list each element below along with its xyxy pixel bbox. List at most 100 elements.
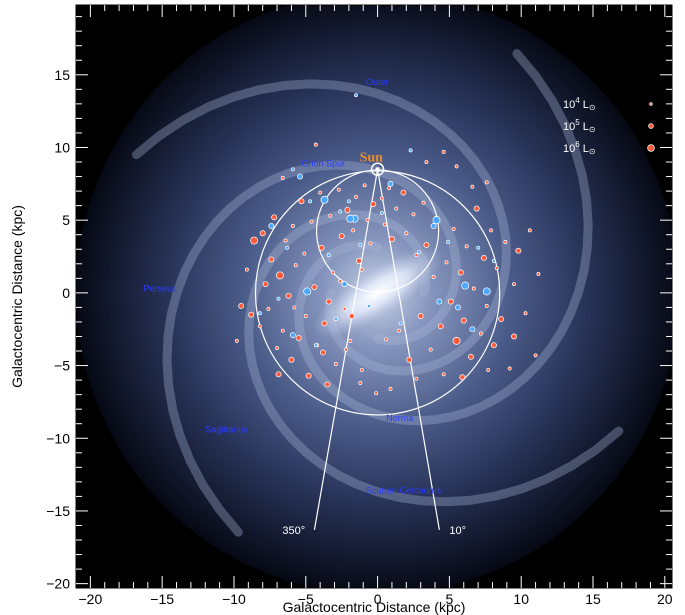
- data-point: [431, 274, 436, 279]
- data-point: [523, 311, 528, 316]
- data-point: [464, 244, 469, 249]
- data-point: [533, 353, 538, 358]
- y-tick-label: −15: [46, 503, 70, 519]
- data-point: [342, 306, 347, 311]
- y-tick-label: −20: [46, 576, 70, 592]
- data-point: [358, 242, 363, 247]
- data-point: [290, 167, 295, 172]
- data-point: [293, 263, 298, 268]
- data-point: [394, 206, 399, 211]
- longitude-label: 10°: [449, 525, 466, 537]
- data-point: [238, 303, 245, 309]
- data-point: [297, 173, 303, 180]
- data-point: [354, 93, 358, 98]
- x-tick-label: −20: [78, 591, 102, 607]
- legend-entry-label: 105 L⊙: [563, 118, 596, 134]
- legend-marker: [649, 102, 653, 106]
- spiral-arm: [131, 79, 511, 376]
- data-point: [451, 226, 456, 231]
- data-point: [308, 199, 313, 204]
- data-point: [417, 250, 422, 255]
- data-point: [257, 311, 262, 316]
- data-point: [411, 212, 416, 217]
- data-point: [285, 245, 290, 250]
- legend-entry-label: 104 L⊙: [563, 96, 596, 112]
- data-point: [461, 281, 470, 290]
- data-point: [318, 190, 323, 195]
- x-tick-label: 10: [513, 591, 529, 607]
- data-point: [388, 386, 393, 391]
- data-point: [338, 279, 343, 284]
- data-point: [313, 343, 318, 348]
- legend: 104 L⊙ 105 L⊙ 106 L⊙: [563, 96, 655, 156]
- data-point: [454, 164, 459, 169]
- data-point: [367, 304, 371, 308]
- spiral-arm: [162, 160, 461, 537]
- data-point: [303, 287, 312, 296]
- data-point: [283, 238, 288, 243]
- data-point: [280, 176, 285, 180]
- data-point: [476, 245, 481, 250]
- data-point: [511, 333, 517, 340]
- data-point: [507, 366, 512, 371]
- data-point: [305, 372, 312, 379]
- data-point: [275, 271, 284, 280]
- data-point: [370, 201, 377, 208]
- data-point: [302, 251, 307, 256]
- data-point: [346, 199, 351, 204]
- data-point: [338, 233, 345, 240]
- data-point: [250, 236, 259, 245]
- data-point: [275, 346, 280, 351]
- data-point: [271, 214, 278, 221]
- legend-marker: [648, 123, 654, 129]
- data-point: [428, 347, 433, 352]
- data-point: [536, 272, 541, 276]
- data-point: [266, 306, 271, 311]
- arm-label: Orion Spur: [301, 158, 345, 168]
- data-point: [470, 184, 475, 189]
- data-point: [275, 371, 282, 378]
- data-point: [344, 207, 351, 213]
- data-point: [515, 247, 522, 254]
- data-point: [480, 255, 487, 261]
- sun-marker: [370, 162, 385, 177]
- data-point: [338, 209, 343, 214]
- x-tick-label: −15: [150, 591, 174, 607]
- data-point: [452, 336, 461, 345]
- data-point: [498, 316, 505, 322]
- data-point: [313, 142, 318, 147]
- data-point: [486, 367, 491, 372]
- legend-entry-label: 106 L⊙: [563, 140, 596, 156]
- data-point: [489, 228, 493, 233]
- data-point: [359, 367, 364, 372]
- axes: −20 −15 −10 −5 0 5 10 15 20 −20 −15 −10 −5 0 5 10 15: [46, 4, 673, 607]
- legend-marker: [647, 144, 655, 152]
- data-point: [288, 356, 295, 363]
- data-point: [387, 186, 392, 191]
- data-point: [348, 338, 353, 343]
- data-point: [437, 323, 444, 330]
- data-point: [421, 200, 426, 205]
- y-tick-label: 5: [62, 212, 70, 228]
- data-points: [234, 93, 541, 396]
- x-tick-label: −5: [298, 591, 314, 607]
- data-point: [384, 337, 389, 342]
- data-point: [374, 391, 379, 396]
- arm-label: Norma: [386, 413, 413, 423]
- y-tick-label: 10: [54, 139, 70, 155]
- spiral-arm: [244, 210, 624, 507]
- data-point: [389, 236, 395, 243]
- data-point: [320, 195, 329, 204]
- data-point: [359, 267, 364, 272]
- longitude-label: 350°: [282, 525, 305, 537]
- spiral-arm: [294, 49, 593, 426]
- data-point: [328, 213, 333, 218]
- data-point: [348, 313, 355, 320]
- data-point: [404, 231, 409, 236]
- data-point: [406, 356, 413, 363]
- data-point: [268, 223, 275, 229]
- data-point: [503, 240, 508, 244]
- data-point: [469, 326, 476, 333]
- x-tick-label: 5: [445, 591, 453, 607]
- data-point: [354, 194, 358, 199]
